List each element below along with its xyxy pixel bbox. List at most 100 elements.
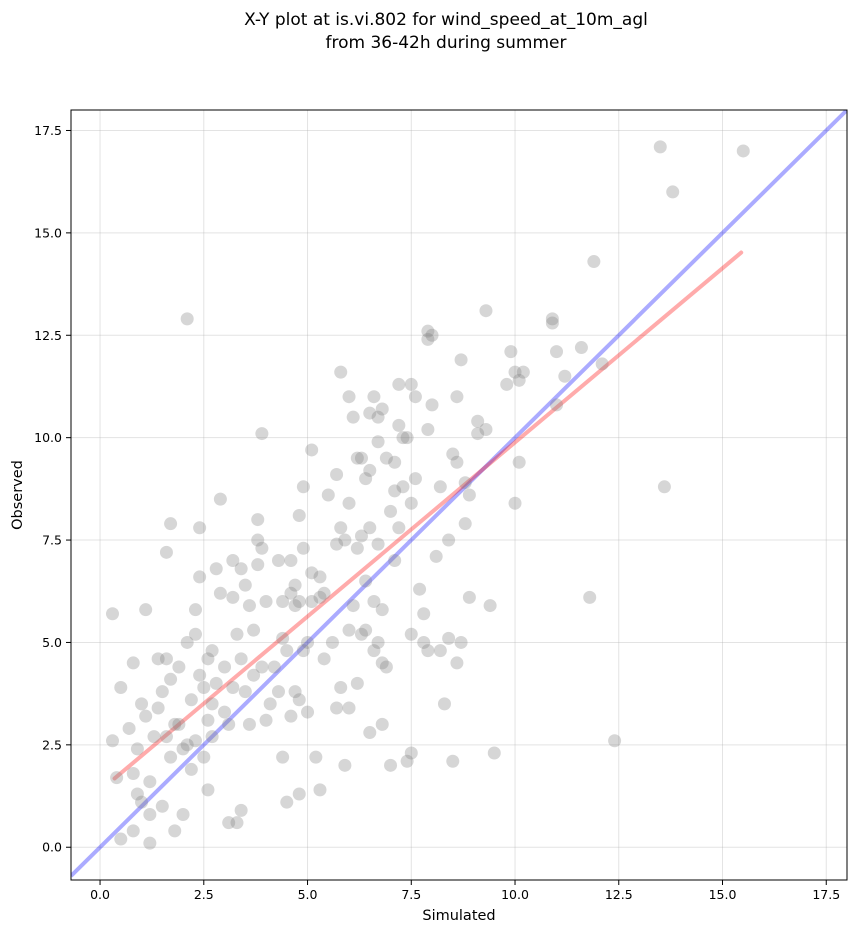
scatter-point	[657, 480, 671, 494]
scatter-point	[296, 541, 310, 555]
one-to-one-line	[71, 110, 847, 878]
plot-frame	[70, 109, 848, 881]
scatter-point	[317, 586, 331, 600]
scatter-point	[330, 701, 344, 715]
y-tick-label: 0.0	[42, 840, 62, 855]
scatter-point	[342, 496, 356, 510]
x-tick-label: 0.0	[90, 887, 110, 902]
scatter-point	[180, 312, 194, 326]
scatter-point	[653, 140, 667, 154]
y-axis-ticks: 0.0 2.5 5.0 7.5 10.0 12.5 15.0 17.5	[34, 123, 71, 855]
scatter-point	[234, 562, 248, 576]
scatter-point	[392, 521, 406, 535]
scatter-point	[197, 750, 211, 764]
scatter-point	[545, 316, 559, 330]
scatter-point	[454, 635, 468, 649]
scatter-point	[558, 369, 572, 383]
scatter-point	[122, 721, 136, 735]
scatter-point	[218, 705, 232, 719]
x-tick-label: 10.0	[501, 887, 529, 902]
scatter-point	[359, 472, 373, 486]
scatter-point	[155, 799, 169, 813]
y-tick-label: 15.0	[34, 225, 62, 240]
scatter-point	[334, 681, 348, 694]
scatter-point	[143, 775, 157, 789]
reference-lines	[71, 110, 847, 878]
scatter-point	[201, 783, 215, 797]
scatter-point	[587, 255, 601, 269]
scatter-point	[446, 754, 460, 768]
scatter-point	[421, 332, 435, 346]
scatter-point	[462, 590, 476, 604]
scatter-point	[209, 562, 223, 576]
scatter-point	[292, 787, 306, 801]
scatter-point	[500, 377, 514, 391]
scatter-point	[238, 685, 252, 699]
scatter-point	[371, 537, 385, 551]
scatter-point	[213, 492, 227, 506]
scatter-point	[384, 504, 398, 518]
scatter-point	[384, 758, 398, 772]
scatter-point	[408, 390, 422, 404]
scatter-point	[375, 656, 389, 670]
scatter-point	[184, 762, 198, 776]
scatter-point	[110, 771, 124, 785]
scatter-point	[126, 656, 140, 670]
scatter-point	[608, 734, 622, 748]
scatter-point	[151, 701, 165, 715]
scatter-point	[317, 652, 331, 666]
scatter-point	[135, 795, 149, 809]
scatter-point	[238, 578, 252, 592]
y-axis-label: Observed	[10, 460, 26, 530]
scatter-point	[292, 693, 306, 707]
scatter-point	[288, 685, 302, 699]
scatter-point	[296, 644, 310, 658]
scatter-point	[218, 660, 232, 674]
x-tick-label: 12.5	[605, 887, 633, 902]
scatter-point	[251, 533, 265, 547]
x-tick-label: 7.5	[401, 887, 421, 902]
scatter-point	[193, 521, 207, 535]
scatter-point	[375, 603, 389, 617]
x-tick-label: 5.0	[298, 887, 318, 902]
scatter-point	[458, 476, 472, 490]
scatter-point	[230, 627, 244, 641]
scatter-point	[354, 451, 368, 465]
scatter-point	[193, 570, 207, 584]
scatter-point	[164, 517, 178, 531]
scatter-point	[346, 599, 360, 613]
scatter-point	[404, 627, 418, 641]
scatter-point	[284, 554, 298, 568]
scatter-point	[595, 357, 609, 371]
scatter-point	[201, 652, 215, 666]
scatter-point	[313, 783, 327, 797]
scatter-point	[504, 345, 518, 359]
scatter-point	[736, 144, 750, 158]
scatter-point	[375, 402, 389, 416]
scatter-point	[516, 365, 530, 379]
scatter-point	[267, 660, 281, 674]
scatter-point	[305, 443, 319, 457]
scatter-point	[188, 627, 202, 641]
scatter-point	[309, 750, 323, 764]
scatter-point	[417, 635, 431, 649]
y-tick-label: 12.5	[34, 328, 62, 343]
scatter-point	[234, 652, 248, 666]
scatter-point	[508, 365, 522, 379]
scatter-point	[375, 717, 389, 731]
scatter-point	[433, 480, 447, 494]
scatter-point	[408, 472, 422, 486]
scatter-point	[350, 451, 364, 465]
scatter-point	[574, 341, 588, 355]
scatter-point	[404, 496, 418, 510]
scatter-point	[159, 730, 173, 744]
scatter-point	[296, 480, 310, 494]
scatter-point	[292, 508, 306, 522]
scatter-point	[130, 787, 144, 801]
scatter-point	[371, 635, 385, 649]
scatter-point	[400, 431, 414, 445]
scatter-point	[512, 455, 526, 469]
scatter-point	[276, 594, 290, 608]
scatter-point	[164, 672, 178, 686]
scatter-point	[338, 533, 352, 547]
